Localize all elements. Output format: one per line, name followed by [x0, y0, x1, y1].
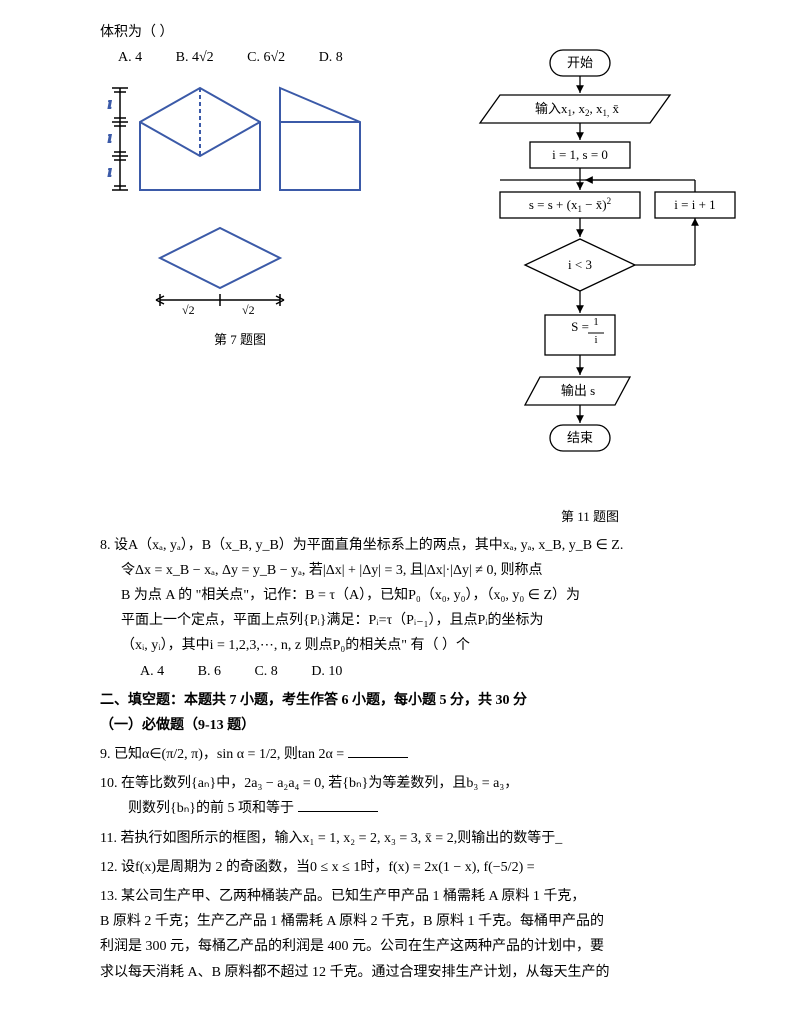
q13: 13. 某公司生产甲、乙两种桶装产品。已知生产甲产品 1 桶需耗 A 原料 1 … — [100, 884, 740, 985]
svg-text:输出 s: 输出 s — [561, 383, 595, 398]
svg-text:i < 3: i < 3 — [568, 257, 592, 272]
section-2-sub: （一）必做题（9-13 题） — [100, 713, 740, 738]
q7-opt-c: C. 6√2 — [247, 50, 285, 65]
figure-11-flowchart: 开始 输入x1, x2, x1, x̄ i = 1, s = 0 s = s +… — [440, 45, 740, 528]
q13-line3: 利润是 300 元，每桶乙产品的利润是 400 元。公司在生产这两种产品的计划中… — [100, 934, 740, 959]
svg-text:l: l — [108, 167, 111, 179]
section-2-header: 二、填空题：本题共 7 小题，考生作答 6 小题，每小题 5 分，共 30 分 — [100, 688, 740, 713]
q8-line2: 令Δx = x_B − xₐ, Δy = y_B − yₐ, 若|Δx| + |… — [100, 558, 740, 583]
q8-opt-d: D. 10 — [311, 664, 342, 679]
svg-text:√2: √2 — [242, 303, 255, 317]
q13-line4: 求以每天消耗 A、B 原料都不超过 12 千克。通过合理安排生产计划，从每天生产… — [100, 960, 740, 985]
q9: 9. 已知α∈(π/2, π)，sin α = 1/2, 则tan 2α = — [100, 742, 740, 767]
q8-line1: 8. 设A（xₐ, yₐ），B（x_B, y_B）为平面直角坐标系上的两点，其中… — [100, 533, 740, 558]
fc-start: 开始 — [567, 55, 593, 70]
figure-11-label: 第 11 题图 — [440, 505, 740, 528]
svg-text:l: l — [108, 133, 111, 145]
svg-text:i = i + 1: i = i + 1 — [674, 197, 715, 212]
figure-7: l l l — [100, 78, 440, 351]
q8-line3: B 为点 A 的 "相关点"，记作：B = τ（A），已知P₀（x₀, y₀），… — [100, 583, 740, 608]
q9-text: 9. 已知α∈(π/2, π)，sin α = 1/2, 则tan 2α = — [100, 747, 348, 762]
q13-line1: 13. 某公司生产甲、乙两种桶装产品。已知生产甲产品 1 桶需耗 A 原料 1 … — [100, 884, 740, 909]
q11: 11. 若执行如图所示的框图，输入x₁ = 1, x₂ = 2, x₃ = 3,… — [100, 826, 740, 851]
svg-text:i: i — [594, 334, 597, 346]
svg-text:输入x1, x2, x1, x̄: 输入x1, x2, x1, x̄ — [535, 101, 620, 118]
svg-text:结束: 结束 — [567, 430, 593, 445]
q7-opt-a: A. 4 — [118, 50, 142, 65]
q7-opt-b: B. 4√2 — [176, 50, 214, 65]
figure-7-label: 第 7 题图 — [140, 328, 340, 351]
q10: 10. 在等比数列{aₙ}中，2a₃ − a₂a₄ = 0, 若{bₙ}为等差数… — [100, 771, 740, 821]
q8-line4: 平面上一个定点，平面上点列{Pᵢ}满足：Pᵢ=τ（Pᵢ₋₁），且点Pᵢ的坐标为 — [100, 608, 740, 633]
svg-text:i = 1, s = 0: i = 1, s = 0 — [552, 147, 608, 162]
q8: 8. 设A（xₐ, yₐ），B（x_B, y_B）为平面直角坐标系上的两点，其中… — [100, 533, 740, 684]
svg-text:S =: S = — [571, 319, 589, 334]
svg-text:s = s + (x1 − x̄)2: s = s + (x1 − x̄)2 — [529, 196, 611, 214]
q7-opt-d: D. 8 — [319, 50, 343, 65]
q8-opt-b: B. 6 — [198, 664, 221, 679]
q7-options: A. 4 B. 4√2 C. 6√2 D. 8 — [100, 45, 440, 70]
q9-blank — [348, 757, 408, 758]
q12: 12. 设f(x)是周期为 2 的奇函数，当0 ≤ x ≤ 1时，f(x) = … — [100, 855, 740, 880]
q7-stem-cont: 体积为（ ） — [100, 20, 740, 45]
q8-opt-c: C. 8 — [254, 664, 277, 679]
q8-line5: （xᵢ, yᵢ），其中i = 1,2,3,⋯, n, z 则点P₀的相关点" 有… — [100, 633, 740, 658]
q13-line2: B 原料 2 千克；生产乙产品 1 桶需耗 A 原料 2 千克，B 原料 1 千… — [100, 909, 740, 934]
q10-blank — [298, 811, 378, 812]
svg-text:1: 1 — [593, 316, 599, 328]
svg-text:√2: √2 — [182, 303, 195, 317]
svg-text:l: l — [108, 99, 111, 111]
q10-line2: 则数列{bₙ}的前 5 项和等于 — [128, 801, 294, 816]
q10-line1: 10. 在等比数列{aₙ}中，2a₃ − a₂a₄ = 0, 若{bₙ}为等差数… — [100, 771, 740, 796]
q8-opt-a: A. 4 — [140, 664, 164, 679]
